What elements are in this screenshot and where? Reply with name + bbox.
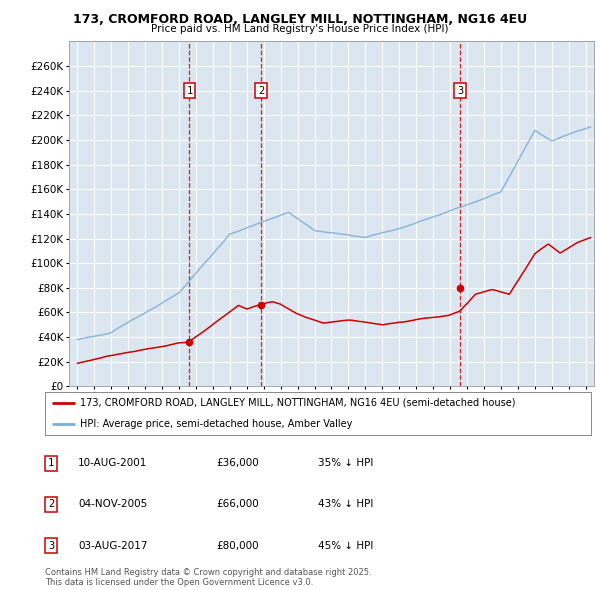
Text: 173, CROMFORD ROAD, LANGLEY MILL, NOTTINGHAM, NG16 4EU: 173, CROMFORD ROAD, LANGLEY MILL, NOTTIN…: [73, 13, 527, 26]
Text: 04-NOV-2005: 04-NOV-2005: [78, 500, 147, 509]
Text: 10-AUG-2001: 10-AUG-2001: [78, 458, 148, 468]
Text: 2: 2: [258, 86, 264, 96]
Text: 1: 1: [186, 86, 193, 96]
Text: 03-AUG-2017: 03-AUG-2017: [78, 541, 148, 550]
Text: 45% ↓ HPI: 45% ↓ HPI: [318, 541, 373, 550]
Text: Contains HM Land Registry data © Crown copyright and database right 2025.
This d: Contains HM Land Registry data © Crown c…: [45, 568, 371, 587]
Text: Price paid vs. HM Land Registry's House Price Index (HPI): Price paid vs. HM Land Registry's House …: [151, 24, 449, 34]
Text: £36,000: £36,000: [216, 458, 259, 468]
Text: 3: 3: [48, 541, 54, 550]
Text: HPI: Average price, semi-detached house, Amber Valley: HPI: Average price, semi-detached house,…: [80, 419, 353, 428]
Text: 1: 1: [48, 458, 54, 468]
Text: 35% ↓ HPI: 35% ↓ HPI: [318, 458, 373, 468]
Text: 2: 2: [48, 500, 54, 509]
Text: £66,000: £66,000: [216, 500, 259, 509]
Text: £80,000: £80,000: [216, 541, 259, 550]
Text: 173, CROMFORD ROAD, LANGLEY MILL, NOTTINGHAM, NG16 4EU (semi-detached house): 173, CROMFORD ROAD, LANGLEY MILL, NOTTIN…: [80, 398, 516, 408]
Text: 3: 3: [457, 86, 463, 96]
Text: 43% ↓ HPI: 43% ↓ HPI: [318, 500, 373, 509]
